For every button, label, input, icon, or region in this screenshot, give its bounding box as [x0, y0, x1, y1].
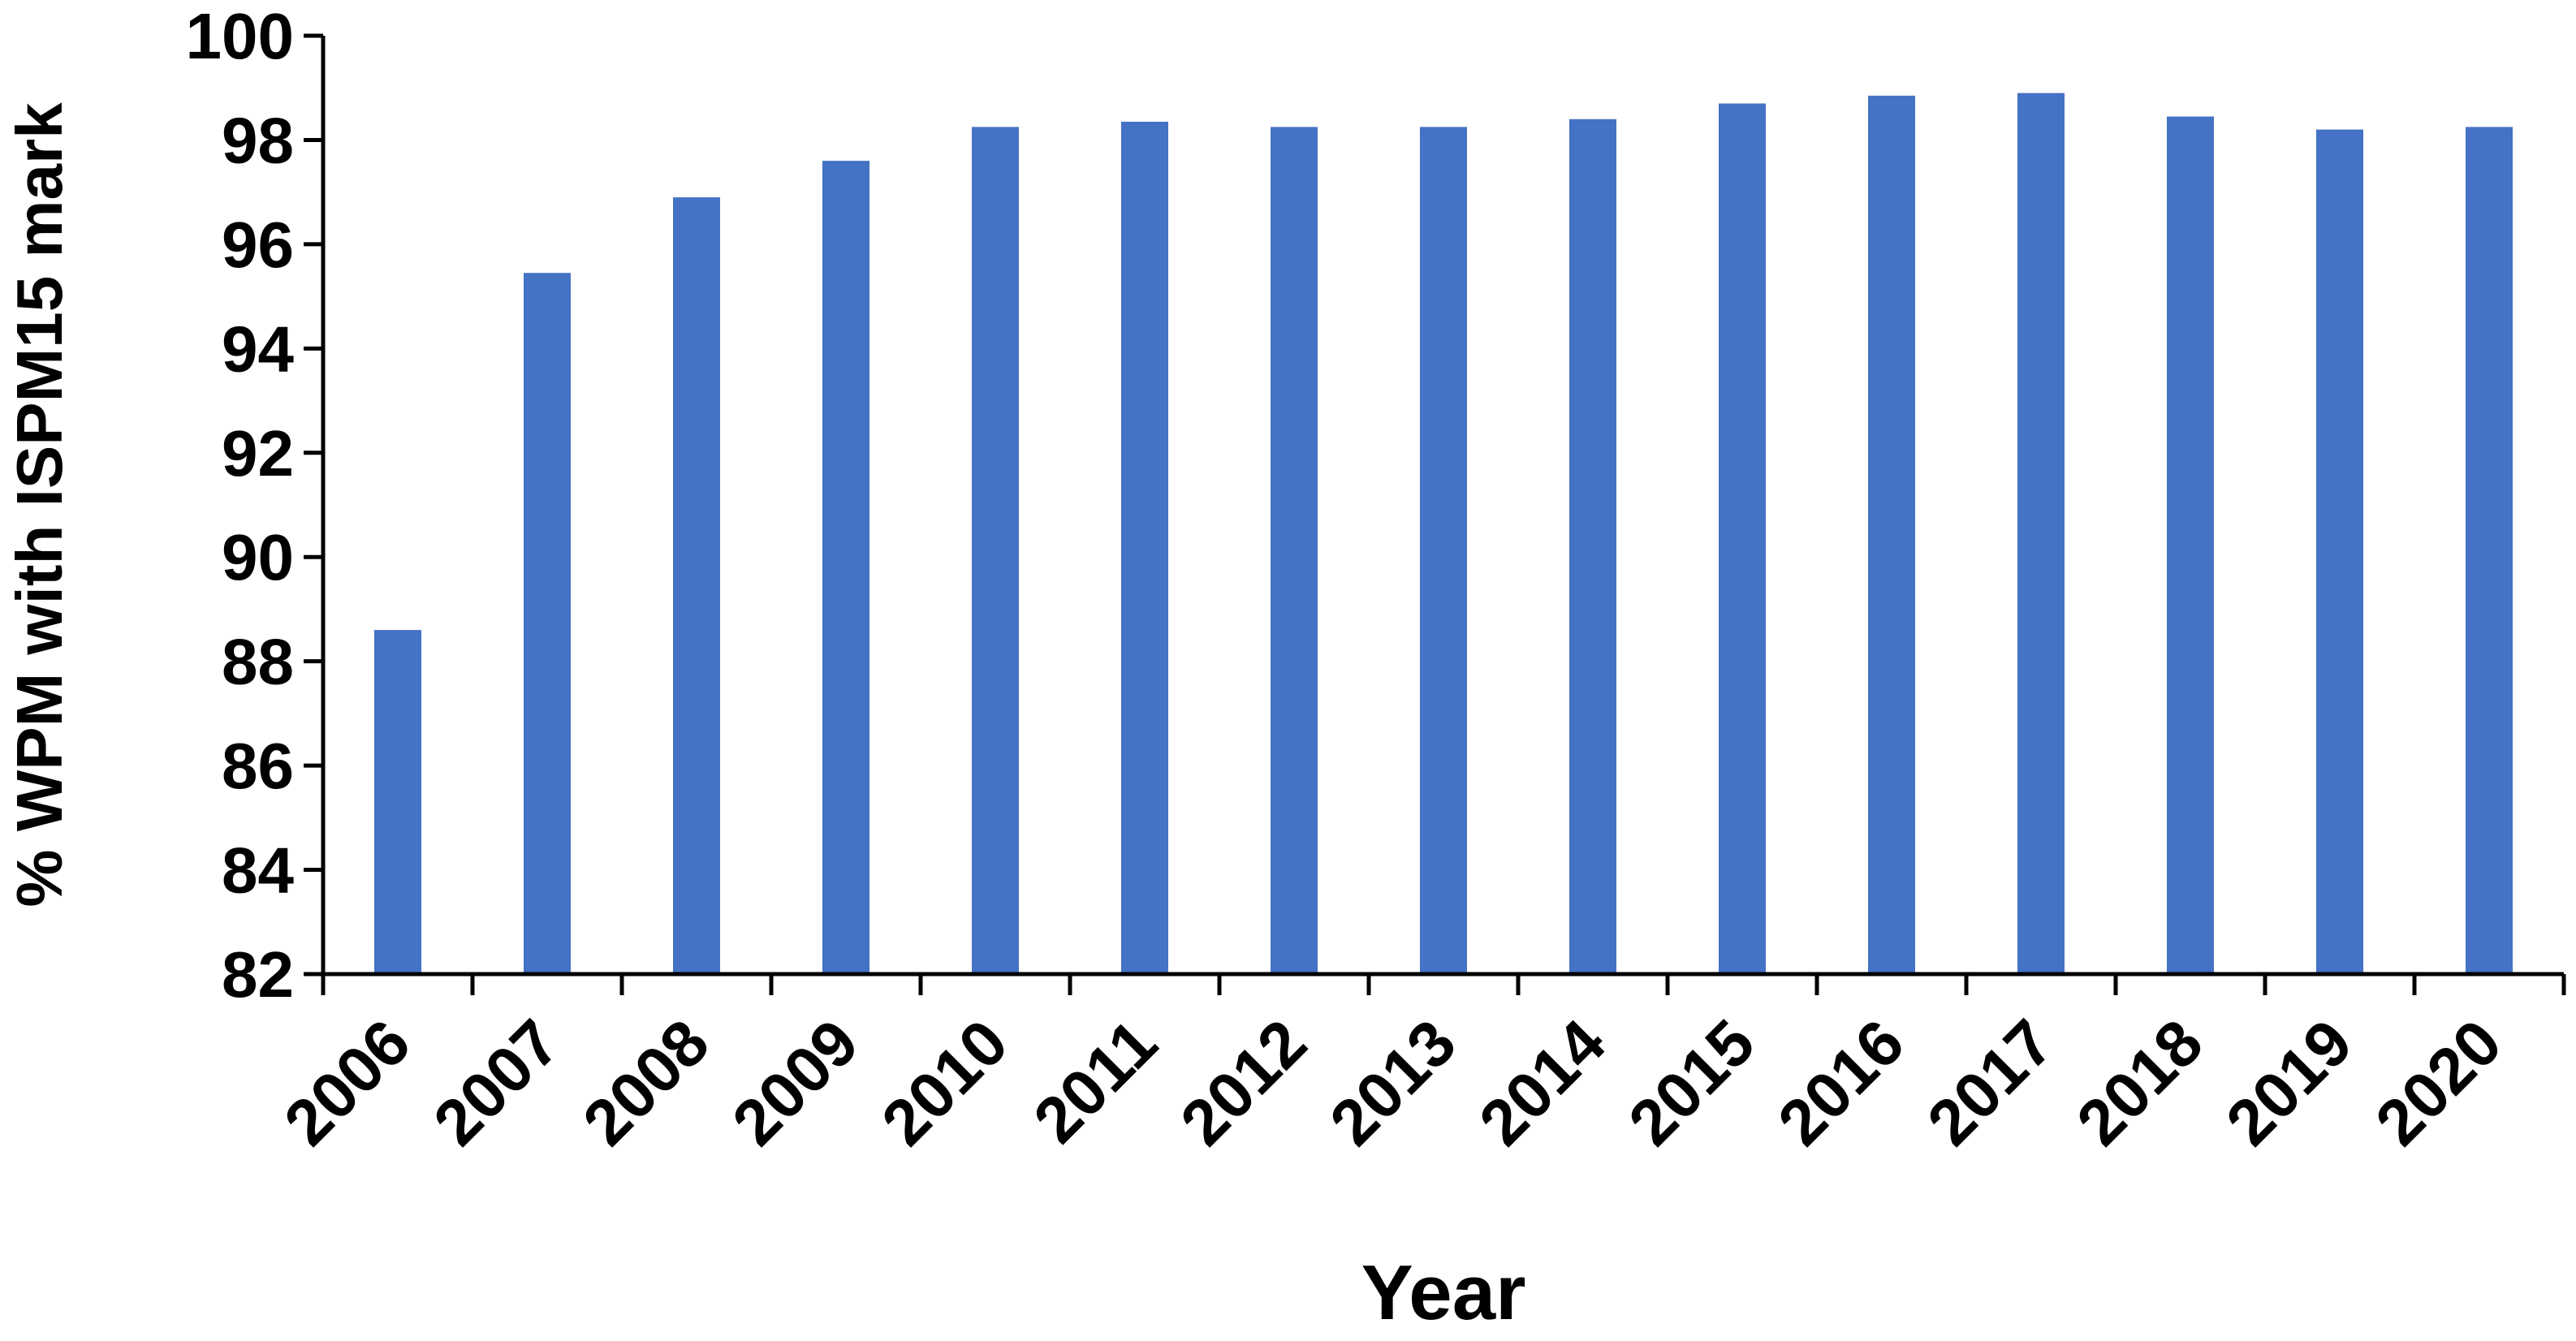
x-tick-label: 2008 [569, 1006, 723, 1159]
y-tick-label: 84 [222, 834, 294, 907]
bar-2019 [2316, 129, 2363, 975]
y-axis-title: % WPM with ISPM15 mark [3, 102, 76, 908]
x-tick-label: 2010 [868, 1006, 1021, 1159]
x-tick-label: 2009 [718, 1006, 872, 1159]
x-tick-label: 2019 [2212, 1006, 2366, 1159]
x-tick-label: 2011 [1020, 1006, 1171, 1157]
y-tick-label: 98 [222, 104, 294, 176]
x-tick-label: 2015 [1615, 1006, 1768, 1159]
bar-2020 [2466, 127, 2513, 974]
y-tick-label: 92 [222, 417, 294, 489]
bar-2018 [2167, 116, 2214, 975]
bar-2015 [1719, 103, 1766, 974]
x-tick-label: 2012 [1167, 1006, 1320, 1159]
x-tick-label: 2017 [1914, 1006, 2067, 1159]
bar-2014 [1569, 119, 1616, 974]
x-tick-label: 2014 [1465, 1006, 1619, 1159]
x-tick-label: 2007 [420, 1006, 573, 1159]
bar-2010 [972, 127, 1019, 974]
y-tick-label: 94 [222, 313, 294, 385]
x-tick-label: 2016 [1764, 1006, 1918, 1159]
x-tick-label: 2018 [2063, 1006, 2216, 1159]
bar-2009 [822, 161, 869, 975]
y-tick-label: 88 [222, 626, 294, 698]
x-tick-label: 2006 [270, 1006, 424, 1159]
ticks-layer [304, 33, 2566, 995]
axes-layer [321, 36, 2564, 977]
y-tick-label: 90 [222, 521, 294, 593]
bar-2013 [1420, 127, 1467, 974]
bar-2006 [374, 630, 421, 974]
x-tick-label: 2020 [2362, 1006, 2515, 1159]
bar-2016 [1868, 95, 1915, 974]
bars-layer [374, 93, 2513, 975]
bar-2017 [2017, 93, 2065, 975]
bar-2007 [524, 273, 571, 974]
y-tick-label: 82 [222, 938, 294, 1011]
bar-2012 [1271, 127, 1318, 974]
bar-2011 [1121, 121, 1168, 974]
x-tick-label: 2013 [1316, 1006, 1469, 1159]
y-tick-label: 86 [222, 730, 294, 802]
bar-2008 [673, 197, 720, 975]
x-axis-title: Year [1361, 1249, 1526, 1336]
y-tick-label: 96 [222, 209, 294, 281]
y-tick-label: 100 [186, 0, 294, 72]
